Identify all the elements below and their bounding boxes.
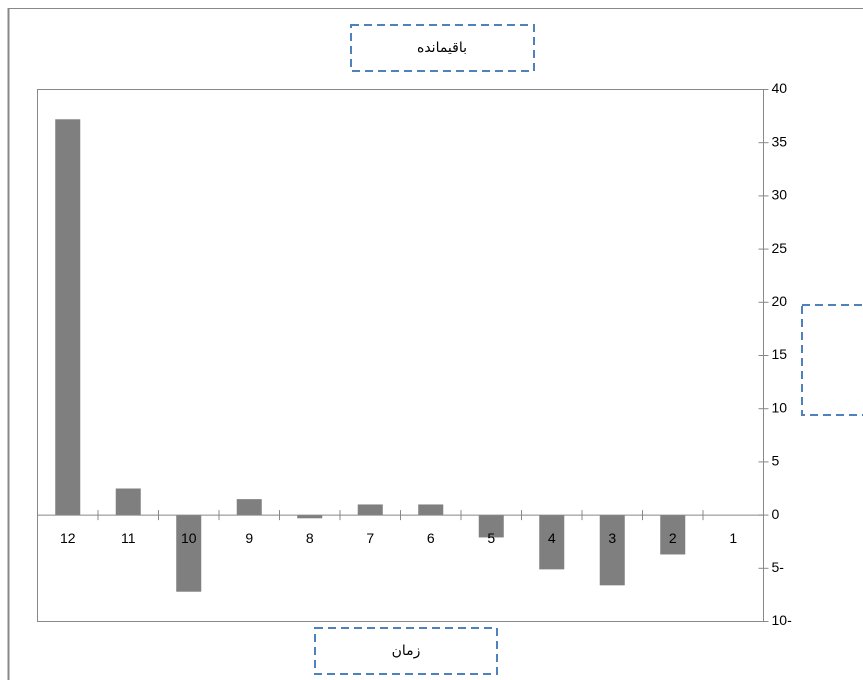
x-tick-label: 3 bbox=[608, 530, 616, 546]
bar bbox=[236, 499, 262, 516]
x-tick-label: 4 bbox=[548, 530, 556, 546]
y-tick-label: 25 bbox=[772, 240, 788, 256]
x-tick-label: 10 bbox=[181, 530, 197, 546]
y-tick-label: 35 bbox=[772, 133, 788, 149]
title-box bbox=[350, 24, 535, 72]
x-tick-label: 11 bbox=[121, 530, 136, 546]
x-tick-label: 7 bbox=[366, 530, 374, 546]
x-title-box bbox=[314, 627, 498, 675]
bar bbox=[478, 515, 504, 538]
y-tick-label: 5- bbox=[772, 559, 785, 575]
x-tick-label: 12 bbox=[60, 530, 76, 546]
bar bbox=[176, 515, 202, 592]
bar bbox=[418, 504, 444, 516]
y-tick-label: 30 bbox=[772, 187, 788, 203]
y-tick-label: 20 bbox=[772, 293, 788, 309]
y-tick-label: 5 bbox=[772, 453, 780, 469]
bar bbox=[55, 119, 81, 516]
y-tick-label: 10- bbox=[772, 612, 793, 628]
bar bbox=[297, 515, 323, 519]
bar bbox=[357, 504, 383, 516]
bar bbox=[660, 515, 686, 555]
bar bbox=[599, 515, 625, 586]
chart-title: باقیمانده bbox=[417, 40, 467, 56]
bar bbox=[539, 515, 565, 570]
x-tick-label: 9 bbox=[245, 530, 253, 546]
x-axis-title: زمان bbox=[392, 643, 421, 659]
y-tick-label: 10 bbox=[772, 399, 788, 415]
x-tick-label: 6 bbox=[427, 530, 435, 546]
x-tick-label: 5 bbox=[487, 530, 495, 546]
x-tick-label: 2 bbox=[669, 530, 677, 546]
y-tick-label: 15 bbox=[772, 346, 788, 362]
x-tick-label: 8 bbox=[306, 530, 314, 546]
y-tick-label: 0 bbox=[772, 506, 780, 522]
y-title-box bbox=[801, 304, 863, 416]
y-tick-label: 40 bbox=[772, 80, 788, 96]
bar bbox=[115, 488, 141, 516]
x-tick-label: 1 bbox=[729, 530, 737, 546]
